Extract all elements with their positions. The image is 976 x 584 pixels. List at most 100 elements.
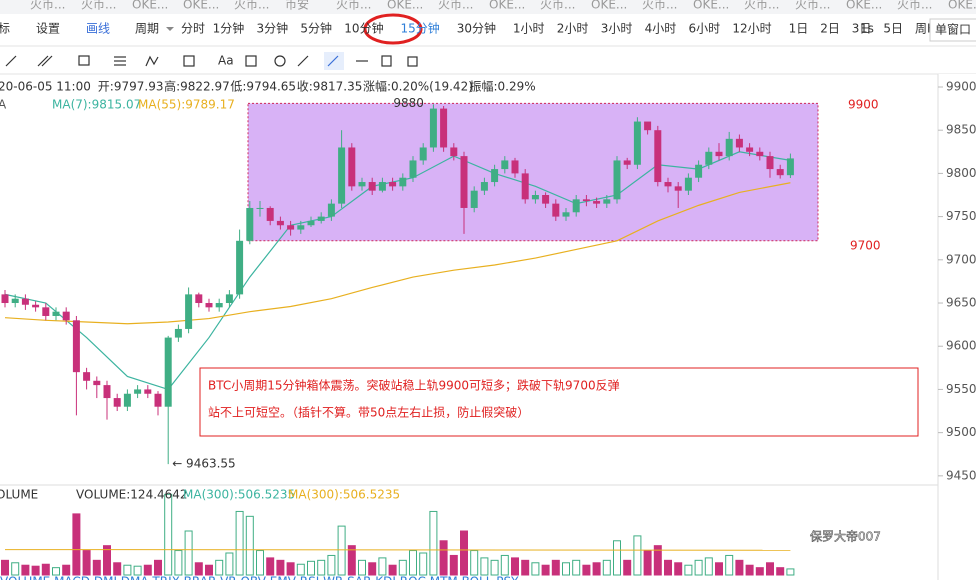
volume-bar (633, 535, 642, 576)
tab[interactable]: OKE... (948, 0, 976, 12)
volume-bar (52, 567, 60, 576)
tab[interactable]: 火币... (81, 0, 116, 12)
period-button[interactable]: 1分钟 (213, 21, 245, 36)
period-button[interactable]: 10分钟 (344, 21, 383, 36)
period-button[interactable]: 1日 (789, 22, 809, 36)
tab[interactable]: 火币... (30, 0, 65, 12)
tab[interactable]: OKE... (693, 0, 729, 12)
tab-bar (0, 0, 976, 14)
candle-body (256, 207, 264, 209)
candle-body (542, 195, 550, 204)
period-button[interactable]: 15分钟 (401, 21, 440, 36)
period-button[interactable]: 1小时 (513, 22, 545, 36)
period-button[interactable]: 5分钟 (300, 21, 332, 36)
volume-bar (704, 557, 713, 576)
candle-body (705, 151, 713, 165)
speed-button[interactable]: 1s (860, 22, 874, 36)
font-tool[interactable]: Aa (218, 54, 234, 68)
tab[interactable]: 火币... (897, 0, 932, 12)
window-button[interactable]: 单窗口 (935, 23, 971, 37)
candle-body (470, 190, 478, 208)
legend-item: A (0, 98, 7, 112)
period-button[interactable]: 6小时 (689, 22, 721, 36)
volume-bar (582, 564, 591, 576)
indicator-tabs[interactable]: VOLUME MACD DMI DMA TRIX BRAR VR OBV EMV… (0, 575, 519, 584)
candle-body (613, 160, 621, 200)
tab[interactable]: 火币... (540, 0, 575, 12)
period-button[interactable]: 3小时 (601, 22, 633, 36)
volume-bar (776, 567, 785, 576)
annotation: 9900 (848, 98, 879, 112)
tab[interactable]: 火币... (642, 0, 677, 12)
volume-bar (276, 559, 285, 576)
candle-body (276, 220, 284, 226)
volume-bar (551, 559, 560, 576)
watermark: 保罗大帝007 (810, 529, 881, 544)
tab[interactable]: 币安 (285, 0, 309, 12)
tab[interactable]: 火币... (234, 0, 269, 12)
volume-bar (62, 564, 71, 576)
tab[interactable]: 火币... (336, 0, 371, 12)
tab[interactable]: OKE... (183, 0, 219, 12)
volume-bar (541, 564, 550, 576)
legend-item: MA(7):9815.07 (52, 98, 141, 112)
tab[interactable]: OKE... (132, 0, 168, 12)
candle-body (327, 203, 335, 217)
period-button[interactable]: 3分钟 (257, 21, 289, 36)
volume-bar (205, 564, 213, 576)
volume-bar (337, 525, 346, 576)
draw-tools[interactable] (5, 52, 418, 70)
period-button[interactable]: 5日 (883, 22, 903, 36)
candle-body (1, 294, 9, 304)
candle-body (562, 212, 570, 217)
volume-bar (388, 564, 397, 576)
tab[interactable]: 火币... (795, 0, 830, 12)
period-button[interactable]: 12小时 (732, 22, 771, 36)
period-button[interactable]: 分时 (181, 22, 205, 36)
volume-bar (490, 559, 499, 576)
volume-bar (500, 554, 509, 576)
volume-bar (715, 562, 723, 576)
candle-body (715, 151, 723, 157)
volume-bar (562, 562, 570, 576)
volume-bar (21, 564, 30, 576)
candle-body (766, 156, 774, 170)
candle-body (52, 311, 60, 316)
candle-body (491, 169, 499, 183)
y-tick-label: 9500 (946, 425, 976, 439)
volume-bar (31, 565, 40, 576)
period-button[interactable]: 2小时 (557, 22, 589, 36)
tab[interactable]: OKE... (489, 0, 525, 12)
candle-body (317, 216, 325, 221)
candle-body (623, 160, 631, 165)
candle-body (480, 182, 488, 191)
tab[interactable]: 火币... (438, 0, 473, 12)
period-button[interactable]: 2日 (820, 22, 840, 36)
tab[interactable]: OKE... (846, 0, 882, 12)
candle-body (297, 225, 305, 230)
tab[interactable]: OKE... (591, 0, 627, 12)
candle-body (501, 160, 509, 170)
ohlc-info: 涨幅:0.20%(19.42) (363, 79, 473, 94)
volume-bar (531, 562, 540, 576)
tab[interactable]: OKE... (387, 0, 423, 12)
candle-body (378, 182, 386, 191)
volume-bar (164, 493, 173, 576)
volume-bar (592, 562, 601, 576)
candle-body (62, 311, 70, 321)
period-menu[interactable]: 周期 (135, 22, 159, 36)
period-button[interactable]: 3日 (852, 22, 872, 36)
candle-body (236, 240, 244, 295)
volume-bar (113, 562, 122, 576)
tool-button[interactable]: 标 (0, 22, 10, 36)
candle-body (103, 385, 111, 399)
period-button[interactable]: 4小时 (645, 22, 677, 36)
tool-button[interactable]: 画线 (86, 22, 110, 36)
tab[interactable]: 火币... (744, 0, 779, 12)
candle-body (746, 147, 754, 152)
period-button[interactable]: 30分钟 (457, 21, 496, 36)
volume-bar (307, 560, 315, 576)
tool-button[interactable]: 设置 (36, 22, 60, 36)
candle-body (185, 294, 193, 329)
